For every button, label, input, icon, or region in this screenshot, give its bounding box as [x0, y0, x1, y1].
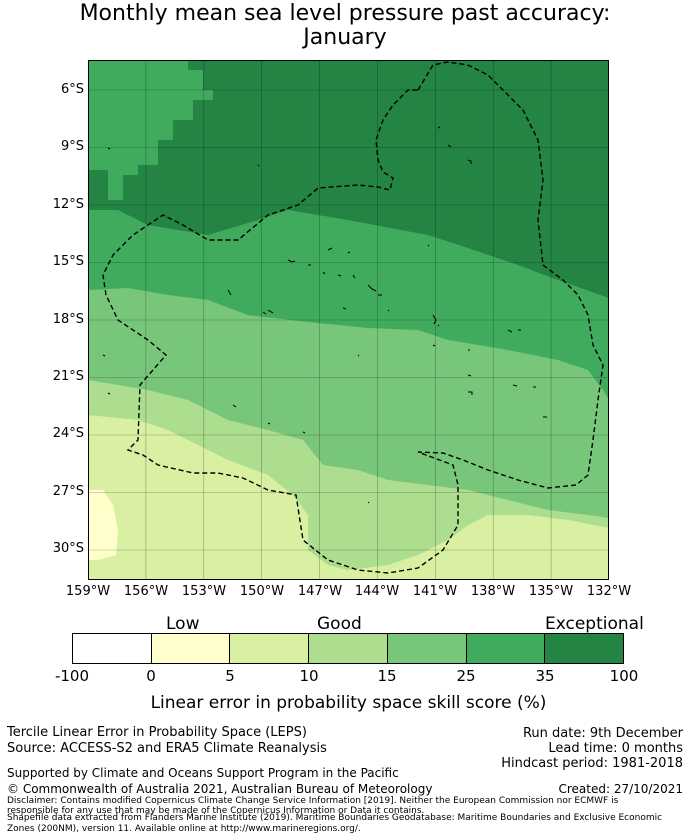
metric-description: Tercile Linear Error in Probability Spac…	[7, 725, 307, 740]
skill-map	[88, 60, 609, 580]
colorbar-tick: 5	[225, 667, 235, 685]
colorbar-segment	[73, 634, 152, 663]
colorbar-segment	[151, 634, 231, 663]
colorbar-segment	[309, 634, 388, 663]
created-date: Created: 27/10/2021	[558, 782, 683, 796]
colorbar-tick: 15	[377, 667, 397, 685]
hindcast-period: Hindcast period: 1981-2018	[501, 756, 683, 771]
lon-label: 135°W	[528, 584, 574, 599]
region-10-15	[88, 415, 609, 580]
disclaimer-line: responsible for any use that may be made…	[7, 806, 425, 816]
map-gridlines	[88, 60, 609, 580]
map-title-line2: January	[303, 25, 387, 50]
lon-label: 138°W	[470, 584, 516, 599]
colorbar-label: Linear error in probability space skill …	[150, 693, 547, 713]
lon-label: 159°W	[65, 584, 111, 599]
colorbar-tick: -100	[54, 667, 90, 685]
colorbar-tick: 10	[299, 667, 319, 685]
colorbar	[72, 633, 624, 664]
lat-label: 6°S	[60, 82, 84, 97]
colorbar-tick: 0	[146, 667, 156, 685]
disclaimer-line: Shapefile data extracted from Flanders M…	[7, 813, 663, 823]
data-source: Source: ACCESS-S2 and ERA5 Climate Reana…	[7, 741, 327, 756]
support-text: Supported by Climate and Oceans Support …	[7, 766, 399, 780]
copyright-text: © Commonwealth of Australia 2021, Austra…	[7, 782, 433, 796]
colorbar-tick: 25	[456, 667, 476, 685]
region-35-100	[88, 60, 213, 200]
colorbar-segment	[466, 634, 546, 663]
islands	[102, 126, 547, 504]
lead-time: Lead time: 0 months	[548, 741, 683, 756]
lat-label: 30°S	[52, 541, 84, 556]
lat-label: 24°S	[52, 426, 84, 441]
colorbar-category-good: Good	[317, 614, 362, 634]
region-25-35-edge	[88, 360, 98, 380]
lon-label: 132°W	[586, 584, 632, 599]
eez-boundary	[102, 61, 604, 574]
region-5-10	[88, 490, 118, 560]
lat-label: 18°S	[52, 312, 84, 327]
colorbar-segment	[387, 634, 467, 663]
map-title-line1: Monthly mean sea level pressure past acc…	[79, 1, 611, 26]
disclaimer-line: Disclaimer: Contains modified Copernicus…	[7, 796, 619, 806]
colorbar-category-low: Low	[166, 614, 200, 634]
lon-label: 141°W	[412, 584, 458, 599]
lon-label: 150°W	[239, 584, 285, 599]
lon-label: 153°W	[181, 584, 227, 599]
lon-label: 147°W	[297, 584, 343, 599]
colorbar-tick: 100	[609, 667, 639, 685]
colorbar-segment	[230, 634, 310, 663]
lon-label: 144°W	[354, 584, 400, 599]
colorbar-segment	[545, 634, 624, 663]
colorbar-category-exceptional: Exceptional	[545, 614, 644, 634]
lat-label: 12°S	[52, 197, 84, 212]
lat-label: 9°S	[60, 139, 84, 154]
run-date: Run date: 9th December	[522, 726, 683, 741]
colorbar-tick: 35	[535, 667, 555, 685]
lon-label: 156°W	[123, 584, 169, 599]
disclaimer-line: Zones (200NM), version 11. Available onl…	[7, 824, 361, 834]
lat-label: 15°S	[52, 254, 84, 269]
lat-label: 21°S	[52, 369, 84, 384]
lat-label: 27°S	[52, 484, 84, 499]
map-frame	[88, 60, 609, 580]
